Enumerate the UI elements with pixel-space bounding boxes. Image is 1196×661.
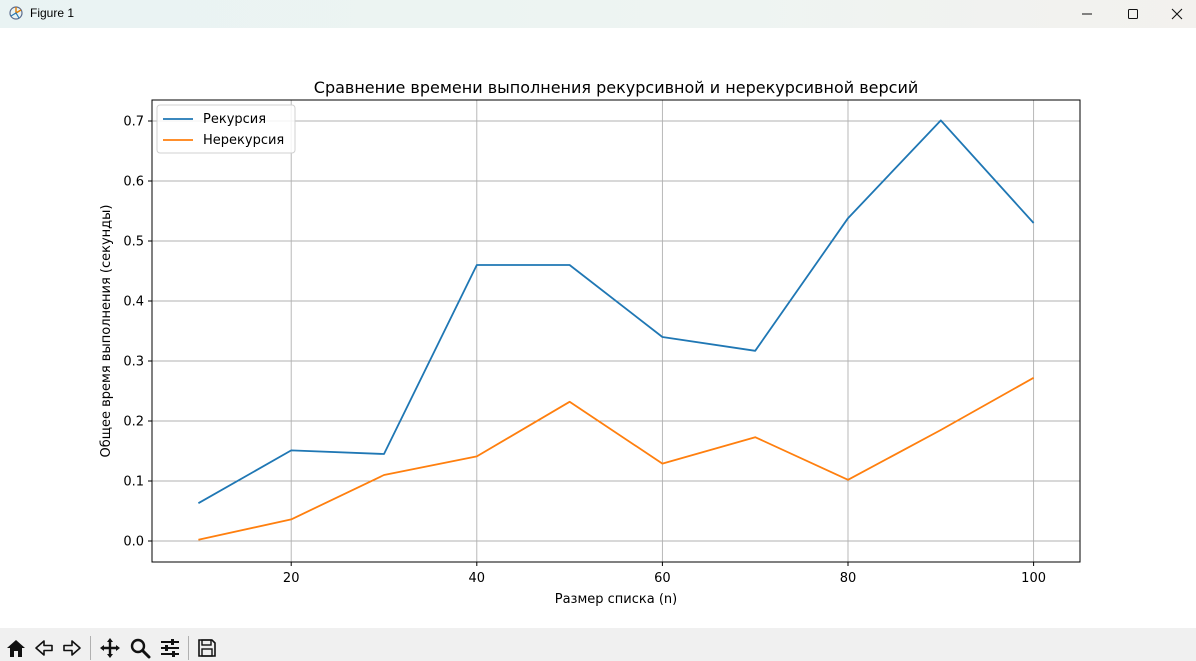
line-chart: 20 40 60 80 100 0.0 0.1 0.2 0.3 0.4 0.5 0.6 0.7 Срав… (99, 78, 1081, 607)
save-button[interactable] (195, 636, 219, 660)
toolbar-separator (188, 636, 189, 660)
back-icon (35, 640, 53, 656)
minimize-icon (1082, 13, 1092, 15)
figure-canvas[interactable]: 20 40 60 80 100 0.0 0.1 0.2 0.3 0.4 0.5 0.6 0.7 Срав… (0, 28, 1196, 628)
y-tick-label: 0.6 (123, 175, 144, 190)
y-tick-label: 0.0 (123, 535, 144, 550)
y-tick-label: 0.2 (123, 415, 144, 430)
x-tick-label: 80 (840, 571, 857, 586)
legend: Рекурсия Нерекурсия (156, 104, 296, 154)
maximize-icon (1128, 9, 1138, 19)
y-tick-label: 0.4 (123, 295, 144, 310)
x-tick-label: 100 (1021, 571, 1046, 586)
toolbar-separator (90, 636, 91, 660)
window-title: Figure 1 (30, 6, 75, 20)
maximize-button[interactable] (1110, 0, 1156, 28)
configure-subplots-icon (161, 639, 179, 657)
legend-label-2: Нерекурсия (203, 133, 284, 148)
x-tick-label: 60 (654, 571, 671, 586)
app-icon (9, 6, 23, 20)
legend-box (156, 104, 296, 154)
home-icon (7, 640, 25, 657)
window-titlebar: Figure 1 (0, 0, 1196, 28)
plot-frame (151, 99, 1081, 563)
legend-label-1: Рекурсия (203, 112, 266, 127)
close-icon (1171, 8, 1183, 20)
forward-icon (63, 640, 81, 656)
pan-button[interactable] (98, 636, 122, 660)
forward-button[interactable] (60, 636, 84, 660)
close-button[interactable] (1154, 0, 1196, 28)
y-tick-label: 0.1 (123, 475, 144, 490)
y-tick-label: 0.5 (123, 235, 144, 250)
y-tick-label: 0.3 (123, 355, 144, 370)
chart-title: Сравнение времени выполнения рекурсивной… (314, 78, 918, 97)
home-button[interactable] (4, 636, 28, 660)
y-axis-label: Общее время выполнения (секунды) (99, 205, 114, 458)
back-button[interactable] (32, 636, 56, 660)
series-line-2 (198, 377, 1035, 541)
x-tick-label: 20 (283, 571, 300, 586)
series-line-1 (197, 119, 1035, 504)
navigation-toolbar (0, 628, 1196, 661)
y-tick-label: 0.7 (123, 115, 144, 130)
zoom-icon (130, 638, 151, 659)
x-tick-label: 40 (469, 571, 486, 586)
save-icon (198, 639, 216, 657)
x-axis-label: Размер списка (n) (555, 592, 677, 607)
configure-subplots-button[interactable] (158, 636, 182, 660)
pan-icon (100, 638, 120, 658)
zoom-button[interactable] (128, 636, 152, 660)
minimize-button[interactable] (1064, 0, 1110, 28)
